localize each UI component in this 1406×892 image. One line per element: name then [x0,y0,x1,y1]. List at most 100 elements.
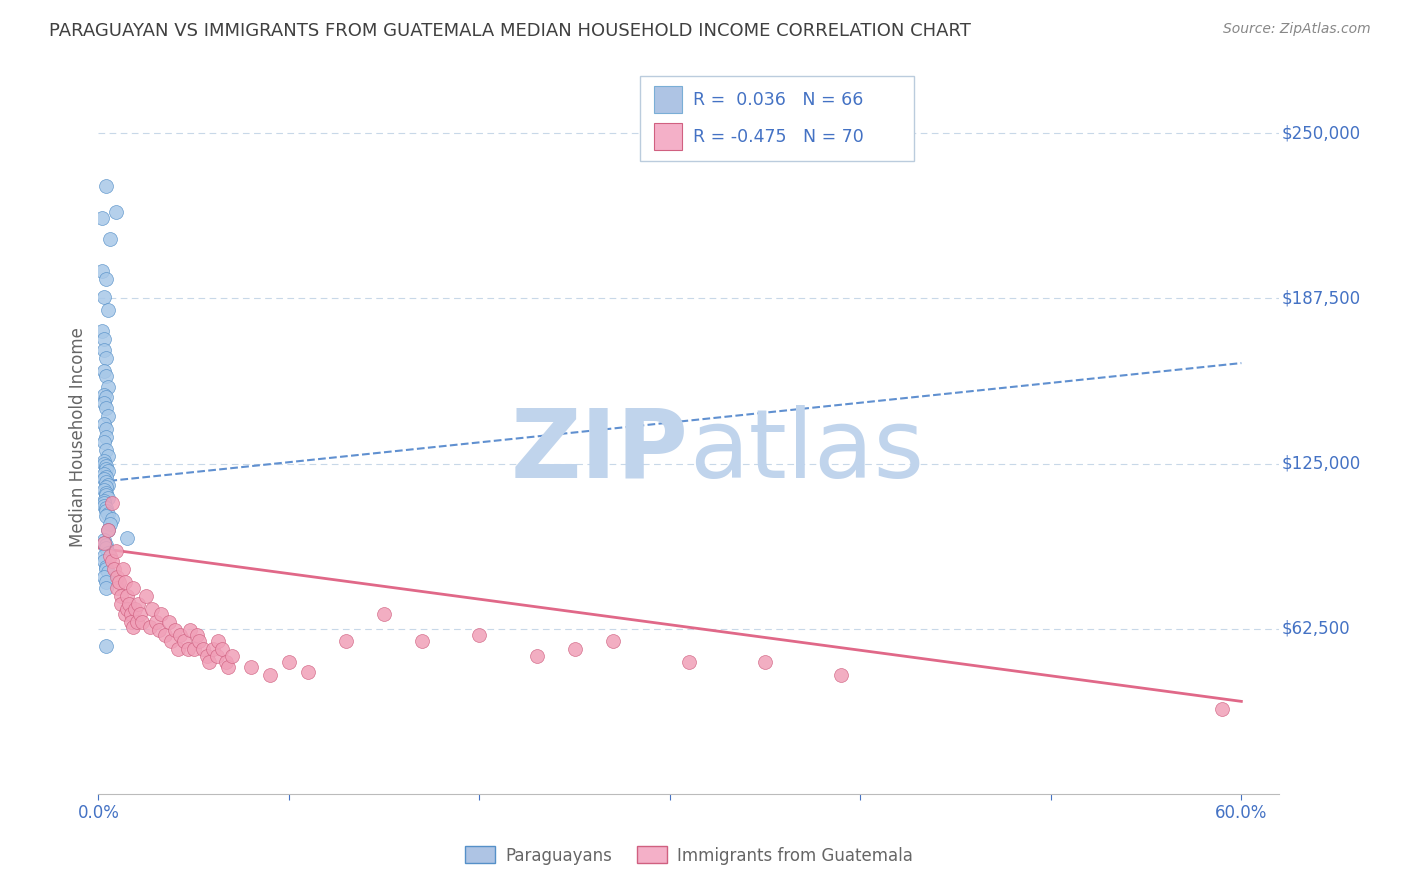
Point [97,303,120,318]
Point [564,641,586,656]
Point [94,488,117,502]
Point [188,633,211,648]
Point [183,641,205,656]
Point [94,179,117,194]
Point [129,607,152,622]
Legend: Paraguayans, Immigrants from Guatemala: Paraguayans, Immigrants from Guatemala [458,839,920,871]
Point [114,575,136,590]
Text: $62,500: $62,500 [1282,620,1350,638]
Point [94,480,117,494]
Point [120,615,142,629]
Point [91,324,114,338]
Point [195,649,218,664]
Point [115,602,138,616]
Text: ZIP: ZIP [510,405,689,498]
Point [201,641,224,656]
Point [94,559,117,574]
Point [211,641,233,656]
Point [167,641,190,656]
Point [411,633,433,648]
Point [93,533,115,548]
Point [205,649,228,664]
Point [468,628,491,642]
Point [93,554,115,568]
Point [94,430,117,444]
Point [173,633,195,648]
Text: PARAGUAYAN VS IMMIGRANTS FROM GUATEMALA MEDIAN HOUSEHOLD INCOME CORRELATION CHAR: PARAGUAYAN VS IMMIGRANTS FROM GUATEMALA … [49,22,972,40]
Point [97,449,120,463]
Point [159,633,181,648]
Point [107,570,129,584]
Point [104,543,127,558]
Point [110,597,132,611]
Text: Source: ZipAtlas.com: Source: ZipAtlas.com [1223,22,1371,37]
Point [118,597,141,611]
Point [207,633,229,648]
Point [94,369,117,384]
Point [93,493,115,508]
Point [94,391,117,405]
Point [94,401,117,415]
Point [145,615,167,629]
Point [107,581,129,595]
Point [259,668,281,682]
Point [110,589,132,603]
Point [94,475,117,489]
Point [150,607,173,622]
Point [94,504,117,518]
Point [98,549,121,563]
Y-axis label: Median Household Income: Median Household Income [69,327,87,547]
Point [93,332,115,346]
Point [94,443,117,458]
Point [91,211,114,225]
Point [104,205,127,219]
Point [93,549,115,563]
Point [93,364,115,378]
Point [277,655,299,669]
Point [120,607,142,622]
Point [121,581,143,595]
Point [97,409,120,423]
Point [94,581,117,595]
Point [94,459,117,474]
Point [97,380,120,394]
Point [93,483,115,497]
Point [373,607,395,622]
Point [131,615,153,629]
Point [97,491,120,505]
Point [335,633,357,648]
Text: R =  0.036   N = 66: R = 0.036 N = 66 [693,91,863,109]
Point [93,290,115,304]
Point [217,660,239,674]
Point [93,395,115,409]
Point [602,633,624,648]
Point [169,628,191,642]
Point [135,589,157,603]
Point [103,562,125,576]
Point [678,655,700,669]
Point [94,501,117,516]
Point [97,523,120,537]
Text: R = -0.475   N = 70: R = -0.475 N = 70 [693,128,863,145]
Point [177,641,200,656]
Point [94,351,117,365]
Point [193,641,215,656]
Point [93,454,115,468]
Point [297,665,319,680]
Point [115,589,138,603]
Text: atlas: atlas [689,405,924,498]
Point [93,467,115,481]
Point [100,554,122,568]
Point [98,232,121,246]
Point [157,615,180,629]
Point [163,623,186,637]
Text: $187,500: $187,500 [1282,289,1361,308]
Point [94,422,117,436]
Point [179,623,201,637]
Text: $125,000: $125,000 [1282,455,1361,473]
Point [93,343,115,357]
Point [93,472,115,486]
Point [153,628,176,642]
Point [94,509,117,524]
Point [93,435,115,450]
